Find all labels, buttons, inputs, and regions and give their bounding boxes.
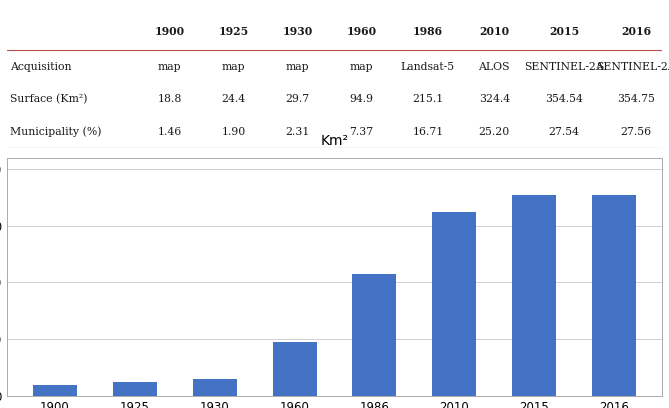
Text: 16.71: 16.71	[412, 127, 444, 137]
Text: 25.20: 25.20	[479, 127, 510, 137]
Text: 1930: 1930	[282, 26, 312, 37]
Text: 2016: 2016	[621, 26, 651, 37]
Text: map: map	[222, 62, 246, 72]
Text: map: map	[350, 62, 373, 72]
Text: 1925: 1925	[219, 26, 249, 37]
Bar	[353, 274, 397, 396]
Text: 29.7: 29.7	[286, 94, 310, 104]
Text: 27.54: 27.54	[549, 127, 579, 137]
Text: SENTINEL-2A: SENTINEL-2A	[596, 62, 669, 72]
Text: 1960: 1960	[347, 26, 377, 37]
Text: map: map	[158, 62, 181, 72]
Text: 1986: 1986	[413, 26, 443, 37]
Bar	[112, 382, 157, 396]
Bar	[512, 195, 557, 396]
Text: Km²: Km²	[320, 134, 349, 148]
Text: 94.9: 94.9	[349, 94, 373, 104]
Text: 354.75: 354.75	[617, 94, 655, 104]
Text: Surface (Km²): Surface (Km²)	[10, 94, 88, 104]
Text: Acquisition: Acquisition	[10, 62, 72, 72]
Text: 2.31: 2.31	[286, 127, 310, 137]
Text: 24.4: 24.4	[221, 94, 246, 104]
Text: 1.46: 1.46	[158, 127, 182, 137]
Text: 2010: 2010	[479, 26, 509, 37]
Text: ALOS: ALOS	[478, 62, 510, 72]
Text: Municipality (%): Municipality (%)	[10, 127, 102, 137]
Bar	[592, 195, 636, 396]
Text: 7.37: 7.37	[349, 127, 373, 137]
Text: 2015: 2015	[549, 26, 579, 37]
Text: 1.90: 1.90	[221, 127, 246, 137]
Text: SENTINEL-2A: SENTINEL-2A	[524, 62, 604, 72]
Text: 354.54: 354.54	[545, 94, 583, 104]
Text: 215.1: 215.1	[412, 94, 444, 104]
Text: Landsat-5: Landsat-5	[401, 62, 455, 72]
Text: 1900: 1900	[155, 26, 185, 37]
Bar	[432, 212, 476, 396]
Bar	[193, 379, 237, 396]
Text: 27.56: 27.56	[621, 127, 652, 137]
Text: 18.8: 18.8	[158, 94, 182, 104]
Text: 324.4: 324.4	[479, 94, 510, 104]
Text: map: map	[286, 62, 310, 72]
Bar	[272, 342, 316, 396]
Bar	[33, 385, 77, 396]
